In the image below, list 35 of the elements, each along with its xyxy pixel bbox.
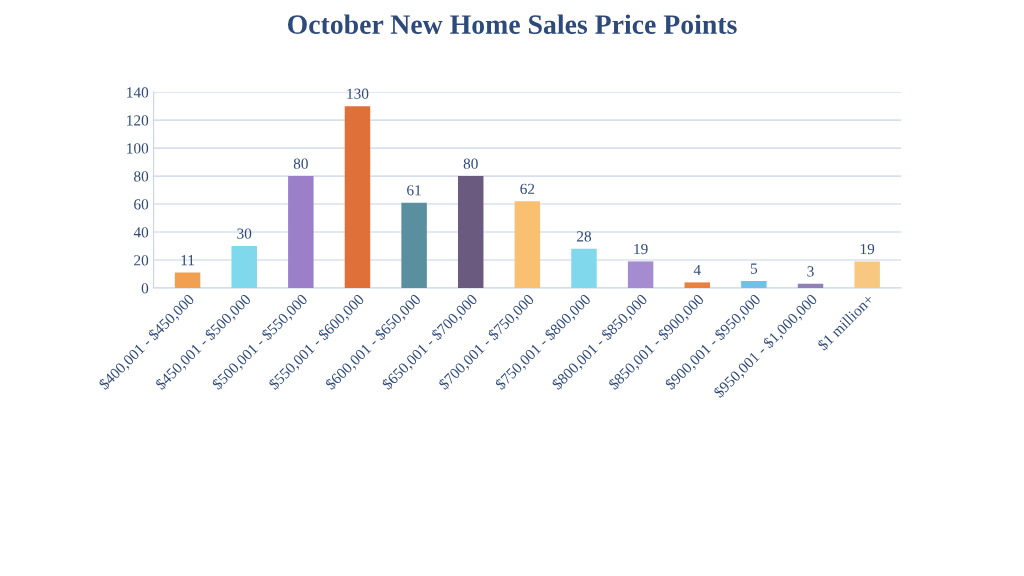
chart-title: October New Home Sales Price Points (287, 14, 737, 34)
bar (854, 261, 880, 288)
data-label: 62 (520, 183, 535, 194)
y-tick-label: 20 (134, 255, 149, 266)
data-label: 61 (407, 185, 421, 196)
data-label: 11 (181, 255, 195, 266)
bar (514, 201, 541, 288)
bar (627, 261, 654, 288)
bar (741, 281, 767, 288)
data-label: 3 (807, 266, 814, 277)
bar (174, 272, 201, 288)
bar (344, 106, 371, 288)
data-label: 130 (347, 88, 369, 99)
bar (797, 283, 824, 288)
y-tick-label: 40 (133, 227, 149, 238)
bar (401, 202, 427, 288)
y-tick-label: 60 (134, 199, 149, 210)
bar (684, 282, 710, 288)
data-label: 80 (463, 158, 478, 169)
data-label: 19 (860, 243, 875, 255)
bar (571, 248, 597, 288)
data-label: 5 (750, 263, 758, 274)
bar (457, 176, 484, 288)
y-tick-label: 0 (141, 283, 149, 294)
y-tick-label: 100 (127, 143, 149, 154)
data-label: 80 (293, 158, 308, 169)
data-label: 30 (237, 228, 252, 239)
bar (231, 246, 257, 288)
bar (288, 176, 314, 288)
y-tick-label: 80 (134, 171, 149, 182)
data-label: 19 (634, 243, 648, 255)
data-label: 4 (693, 264, 701, 275)
data-label: 28 (577, 231, 592, 242)
y-tick-label: 140 (127, 87, 149, 98)
y-tick-label: 120 (127, 115, 149, 126)
